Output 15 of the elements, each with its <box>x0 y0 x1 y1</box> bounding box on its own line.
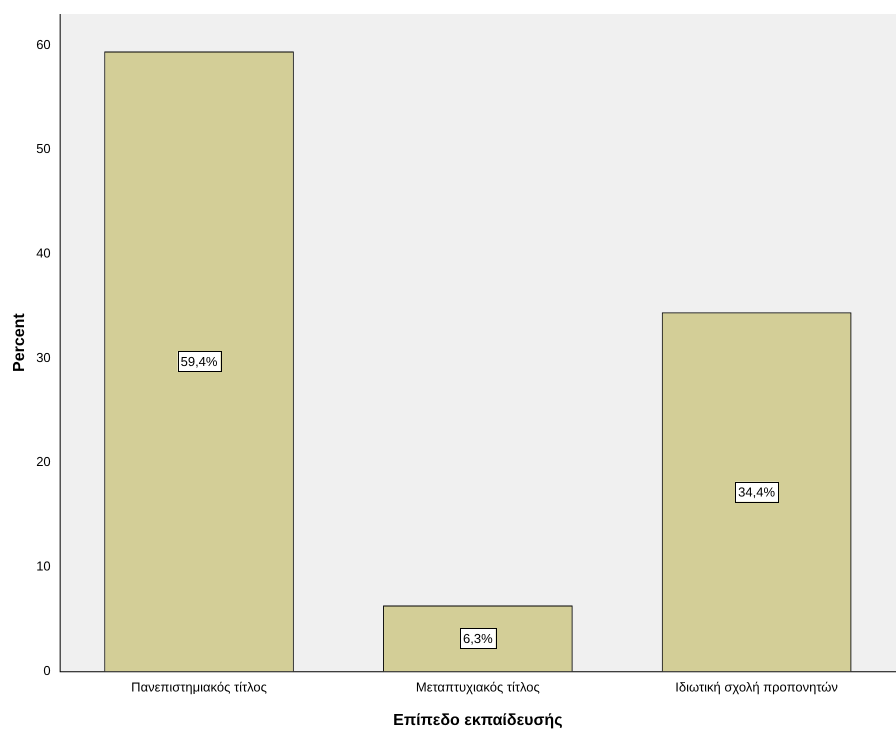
y-tick-label: 30 <box>36 350 51 365</box>
y-tick-label: 0 <box>43 662 51 678</box>
data-label: 34,4% <box>738 484 776 500</box>
y-axis-title: Percent <box>11 312 28 372</box>
y-tick-label: 20 <box>36 454 51 470</box>
y-tick-label: 10 <box>36 558 51 574</box>
data-label: 59,4% <box>180 354 218 369</box>
y-tick-label: 50 <box>36 141 51 156</box>
x-tick-label: Ιδιωτική σχολή προπονητών <box>675 680 838 695</box>
data-label: 6,3% <box>463 630 494 646</box>
x-axis-title: Επίπεδο εκπαίδευσής <box>393 712 563 729</box>
x-tick-label: Μεταπτυχιακός τίτλος <box>416 680 540 695</box>
y-tick-label: 40 <box>36 246 51 261</box>
y-tick-label: 60 <box>36 36 51 52</box>
x-tick-label: Πανεπιστημιακός τίτλος <box>131 680 267 695</box>
